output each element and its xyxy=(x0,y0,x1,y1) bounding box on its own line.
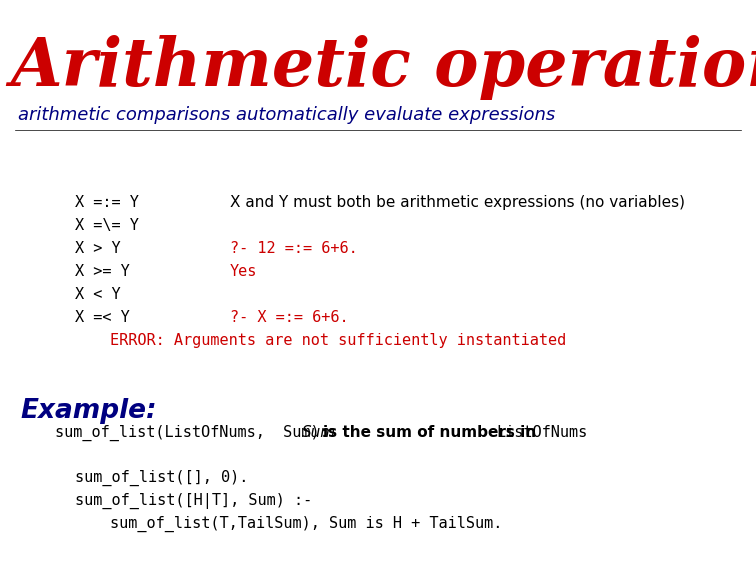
Text: ERROR: Arguments are not sufficiently instantiated: ERROR: Arguments are not sufficiently in… xyxy=(110,333,566,348)
Text: arithmetic comparisons automatically evaluate expressions: arithmetic comparisons automatically eva… xyxy=(18,106,555,124)
Text: X >= Y: X >= Y xyxy=(75,264,130,279)
Text: X =< Y: X =< Y xyxy=(75,310,130,325)
Text: sum_of_list([H|T], Sum) :-: sum_of_list([H|T], Sum) :- xyxy=(75,493,312,509)
Text: X > Y: X > Y xyxy=(75,241,121,256)
Text: Example:: Example: xyxy=(20,398,156,424)
Text: sum_of_list(T,TailSum), Sum is H + TailSum.: sum_of_list(T,TailSum), Sum is H + TailS… xyxy=(110,516,503,532)
Text: Yes: Yes xyxy=(230,264,257,279)
Text: Arithmetic operations: Arithmetic operations xyxy=(10,36,756,100)
Text: ?- X =:= 6+6.: ?- X =:= 6+6. xyxy=(230,310,349,325)
Text: X =\= Y: X =\= Y xyxy=(75,218,139,233)
Text: X =:= Y: X =:= Y xyxy=(75,195,139,210)
Text: sum_of_list([], 0).: sum_of_list([], 0). xyxy=(75,470,249,486)
Text: X < Y: X < Y xyxy=(75,287,121,302)
Text: is the sum of numbers in: is the sum of numbers in xyxy=(323,425,536,440)
Text: ?- 12 =:= 6+6.: ?- 12 =:= 6+6. xyxy=(230,241,358,256)
Text: Sum: Sum xyxy=(302,425,336,440)
Text: sum_of_list(ListOfNums,  Sum):: sum_of_list(ListOfNums, Sum): xyxy=(55,425,329,441)
Text: ListOfNums: ListOfNums xyxy=(496,425,587,440)
Text: X and Y must both be arithmetic expressions (no variables): X and Y must both be arithmetic expressi… xyxy=(230,195,685,210)
